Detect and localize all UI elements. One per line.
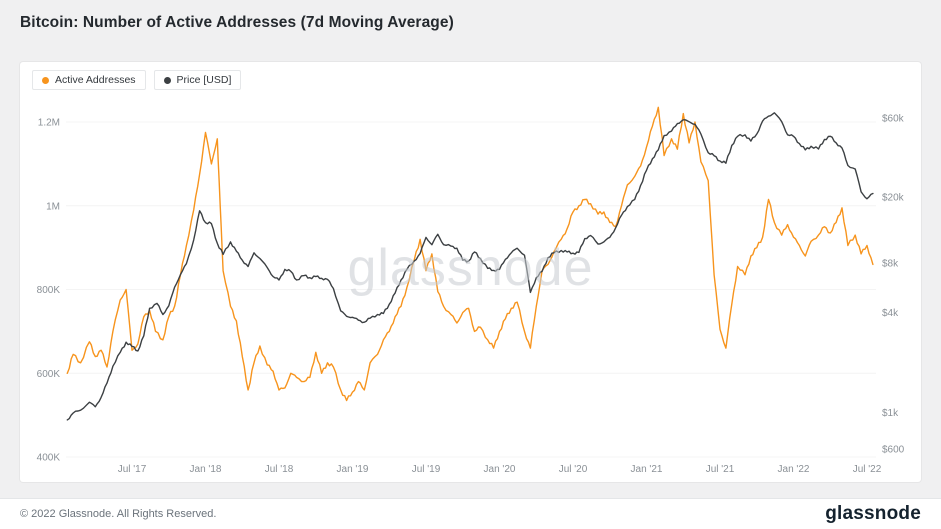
y-right-tick-label: $20k <box>882 192 905 203</box>
y-right-tick-label: $60k <box>882 114 905 125</box>
glassnode-logo[interactable]: glassnode <box>825 503 921 524</box>
x-tick-label: Jan '19 <box>337 464 369 475</box>
y-left-tick-label: 1M <box>46 201 60 212</box>
footer-copyright: © 2022 Glassnode. All Rights Reserved. <box>20 508 217 520</box>
x-tick-label: Jul '21 <box>706 464 735 475</box>
y-left-tick-label: 400K <box>37 453 61 464</box>
y-left-tick-label: 600K <box>37 369 61 380</box>
chart-legend: Active Addresses Price [USD] <box>32 70 242 90</box>
series-line-price-usd <box>66 112 874 421</box>
chart-card: Active Addresses Price [USD] 400K 600K 800K… <box>20 62 921 482</box>
legend-swatch-icon <box>163 76 171 84</box>
y-left-tick-label: 800K <box>37 285 61 296</box>
y-left-tick-label: 1.2M <box>38 118 60 129</box>
x-tick-label: Jul '22 <box>853 464 882 475</box>
y-right-tick-label: $8k <box>882 258 899 269</box>
legend-label: Active Addresses <box>55 74 136 86</box>
x-tick-label: Jan '21 <box>631 464 663 475</box>
x-tick-label: Jan '20 <box>484 464 516 475</box>
series-line-active-addresses <box>66 106 874 402</box>
x-tick-label: Jul '20 <box>559 464 588 475</box>
x-tick-label: Jul '17 <box>118 464 147 475</box>
y-right-tick-label: $1k <box>882 408 899 419</box>
y-right-tick-label: $4k <box>882 308 899 319</box>
legend-item-active-addresses[interactable]: Active Addresses <box>32 70 146 90</box>
legend-item-price-usd[interactable]: Price [USD] <box>153 70 242 90</box>
x-tick-label: Jul '19 <box>412 464 441 475</box>
y-right-tick-label: $600 <box>882 445 905 456</box>
x-tick-label: Jan '18 <box>190 464 222 475</box>
x-tick-label: Jan '22 <box>778 464 810 475</box>
page-title: Bitcoin: Number of Active Addresses (7d … <box>20 14 454 31</box>
footer: © 2022 Glassnode. All Rights Reserved. g… <box>0 498 941 529</box>
legend-label: Price [USD] <box>176 74 232 86</box>
legend-swatch-icon <box>42 76 49 84</box>
x-tick-label: Jul '18 <box>265 464 294 475</box>
